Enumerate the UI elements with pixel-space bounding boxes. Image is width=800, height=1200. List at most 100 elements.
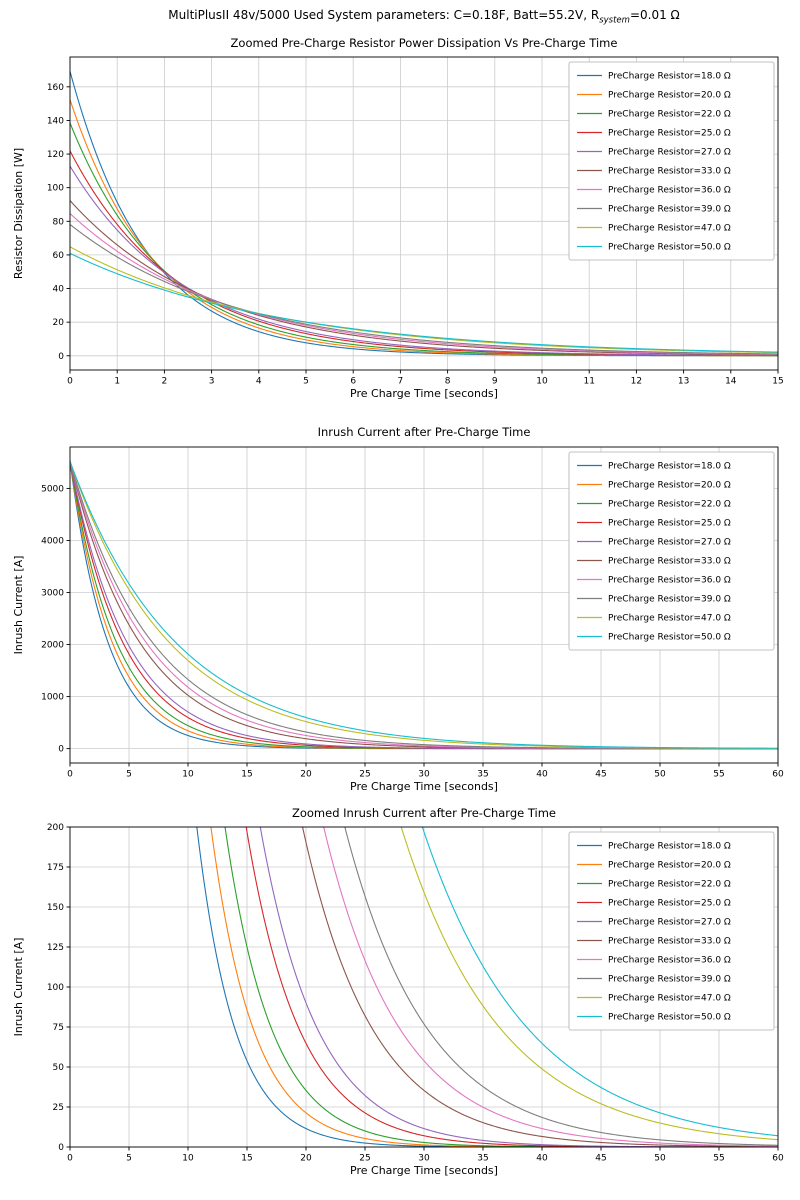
x-tick-label: 8	[445, 377, 451, 387]
legend-item: PreCharge Resistor=25.0 Ω	[577, 519, 731, 529]
legend-item: PreCharge Resistor=47.0 Ω	[577, 224, 731, 234]
legend-item: PreCharge Resistor=33.0 Ω	[577, 167, 731, 177]
chart-title: Inrush Current after Pre-Charge Time	[318, 425, 531, 439]
chart-title: Zoomed Inrush Current after Pre-Charge T…	[292, 806, 556, 820]
x-tick-label: 0	[67, 770, 73, 780]
x-tick-label: 5	[126, 770, 132, 780]
x-tick-label: 30	[418, 1154, 430, 1164]
legend: PreCharge Resistor=18.0 Ω PreCharge Resis…	[568, 831, 775, 1031]
legend-item-label: PreCharge Resistor=22.0 Ω	[608, 500, 731, 510]
legend-item-label: PreCharge Resistor=50.0 Ω	[608, 243, 731, 253]
y-tick-label: 75	[53, 1023, 64, 1033]
y-tick-label: 160	[47, 83, 64, 93]
legend-box	[568, 61, 775, 261]
legend: PreCharge Resistor=18.0 Ω PreCharge Resis…	[568, 451, 775, 651]
legend-item: PreCharge Resistor=20.0 Ω	[577, 481, 731, 491]
legend-item-label: PreCharge Resistor=22.0 Ω	[608, 110, 731, 120]
legend-item: PreCharge Resistor=33.0 Ω	[577, 937, 731, 947]
legend-item: PreCharge Resistor=22.0 Ω	[577, 880, 731, 890]
x-tick-label: 60	[772, 770, 784, 780]
x-tick-label: 0	[67, 1154, 73, 1164]
x-tick-label: 45	[595, 1154, 606, 1164]
legend-item-label: PreCharge Resistor=47.0 Ω	[608, 994, 731, 1004]
tick-labels: 0 1 2 3 4 5 6 7 8 9 10 11 12 13 14 15020406080100120140…	[47, 83, 784, 387]
chart-resistor-power-dissipation: 0 1 2 3 4 5 6 7 8 9 10 11 12 13 14 15020406080100120140…	[12, 36, 784, 400]
y-tick-label: 0	[58, 1143, 64, 1153]
x-tick-label: 6	[350, 377, 356, 387]
series-line	[344, 827, 778, 1146]
tick-labels: 0 5 10 15 20 25 30 35 40 45 50 55 60 0 1000 2000 3000 400…	[41, 484, 784, 779]
legend-item-label: PreCharge Resistor=27.0 Ω	[608, 918, 731, 928]
chart-inrush-current: 0 5 10 15 20 25 30 35 40 45 50 55 60 0 1000 2000 3000 400…	[12, 425, 784, 793]
y-tick-label: 200	[47, 823, 64, 833]
x-tick-label: 40	[536, 770, 548, 780]
legend-item: PreCharge Resistor=20.0 Ω	[577, 91, 731, 101]
series-line	[70, 252, 778, 353]
legend-item-label: PreCharge Resistor=50.0 Ω	[608, 1013, 731, 1023]
x-tick-label: 10	[536, 377, 548, 387]
axes-spines	[69, 56, 779, 371]
legend-item: PreCharge Resistor=39.0 Ω	[577, 975, 731, 985]
legend-item-label: PreCharge Resistor=27.0 Ω	[608, 538, 731, 548]
y-tick-label: 4000	[41, 536, 64, 546]
legend-item-label: PreCharge Resistor=33.0 Ω	[608, 167, 731, 177]
y-axis-label: Inrush Current [A]	[12, 938, 25, 1037]
y-tick-label: 50	[53, 1063, 65, 1073]
x-tick-label: 25	[359, 770, 370, 780]
series-line	[70, 461, 778, 750]
x-tick-label: 25	[359, 1154, 370, 1164]
y-tick-label: 125	[47, 943, 64, 953]
x-axis-label: Pre Charge Time [seconds]	[350, 780, 498, 793]
legend-item: PreCharge Resistor=47.0 Ω	[577, 614, 731, 624]
y-tick-label: 0	[58, 745, 64, 755]
x-tick-label: 20	[300, 770, 312, 780]
legend-item: PreCharge Resistor=18.0 Ω	[577, 72, 731, 82]
legend-item-label: PreCharge Resistor=25.0 Ω	[608, 129, 731, 139]
series-line	[70, 165, 778, 356]
y-tick-label: 20	[53, 318, 65, 328]
legend-item-label: PreCharge Resistor=27.0 Ω	[608, 148, 731, 158]
legend: PreCharge Resistor=18.0 Ω PreCharge Resis…	[568, 61, 775, 261]
legend-item: PreCharge Resistor=33.0 Ω	[577, 557, 731, 567]
suptitle-suffix: =0.01 Ω	[629, 8, 680, 22]
legend-box	[568, 451, 775, 651]
legend-item-label: PreCharge Resistor=20.0 Ω	[608, 861, 731, 871]
legend-item-label: PreCharge Resistor=18.0 Ω	[608, 462, 731, 472]
legend-item: PreCharge Resistor=22.0 Ω	[577, 500, 731, 510]
series-line	[70, 224, 778, 355]
x-tick-label: 13	[678, 377, 689, 387]
x-tick-label: 35	[477, 1154, 488, 1164]
suptitle-subscript: system	[599, 15, 630, 26]
x-tick-label: 1	[114, 377, 120, 387]
x-tick-label: 15	[241, 1154, 252, 1164]
legend-item: PreCharge Resistor=39.0 Ω	[577, 595, 731, 605]
legend-item: PreCharge Resistor=50.0 Ω	[577, 633, 731, 643]
legend-item: PreCharge Resistor=18.0 Ω	[577, 462, 731, 472]
suptitle-prefix: MultiPlusII 48v/5000 Used System paramet…	[168, 8, 600, 22]
x-tick-label: 60	[772, 1154, 784, 1164]
x-tick-label: 55	[713, 770, 724, 780]
legend-item-label: PreCharge Resistor=47.0 Ω	[608, 614, 731, 624]
legend-item-label: PreCharge Resistor=20.0 Ω	[608, 91, 731, 101]
series-line	[301, 827, 778, 1147]
legend-item: PreCharge Resistor=27.0 Ω	[577, 148, 731, 158]
legend-item: PreCharge Resistor=25.0 Ω	[577, 899, 731, 909]
y-tick-label: 40	[53, 285, 65, 295]
x-tick-label: 0	[67, 377, 73, 387]
y-tick-label: 0	[58, 352, 64, 362]
x-tick-label: 5	[126, 1154, 132, 1164]
y-tick-label: 140	[47, 116, 64, 126]
x-tick-label: 15	[772, 377, 783, 387]
legend-item-label: PreCharge Resistor=18.0 Ω	[608, 72, 731, 82]
legend-item-label: PreCharge Resistor=39.0 Ω	[608, 975, 731, 985]
x-axis-label: Pre Charge Time [seconds]	[350, 1164, 498, 1177]
x-tick-label: 4	[256, 377, 262, 387]
x-tick-label: 30	[418, 770, 430, 780]
legend-item-label: PreCharge Resistor=36.0 Ω	[608, 576, 731, 586]
x-tick-label: 7	[398, 377, 404, 387]
legend-item: PreCharge Resistor=27.0 Ω	[577, 538, 731, 548]
legend-item-label: PreCharge Resistor=20.0 Ω	[608, 481, 731, 491]
x-tick-label: 9	[492, 377, 498, 387]
legend-item: PreCharge Resistor=47.0 Ω	[577, 994, 731, 1004]
